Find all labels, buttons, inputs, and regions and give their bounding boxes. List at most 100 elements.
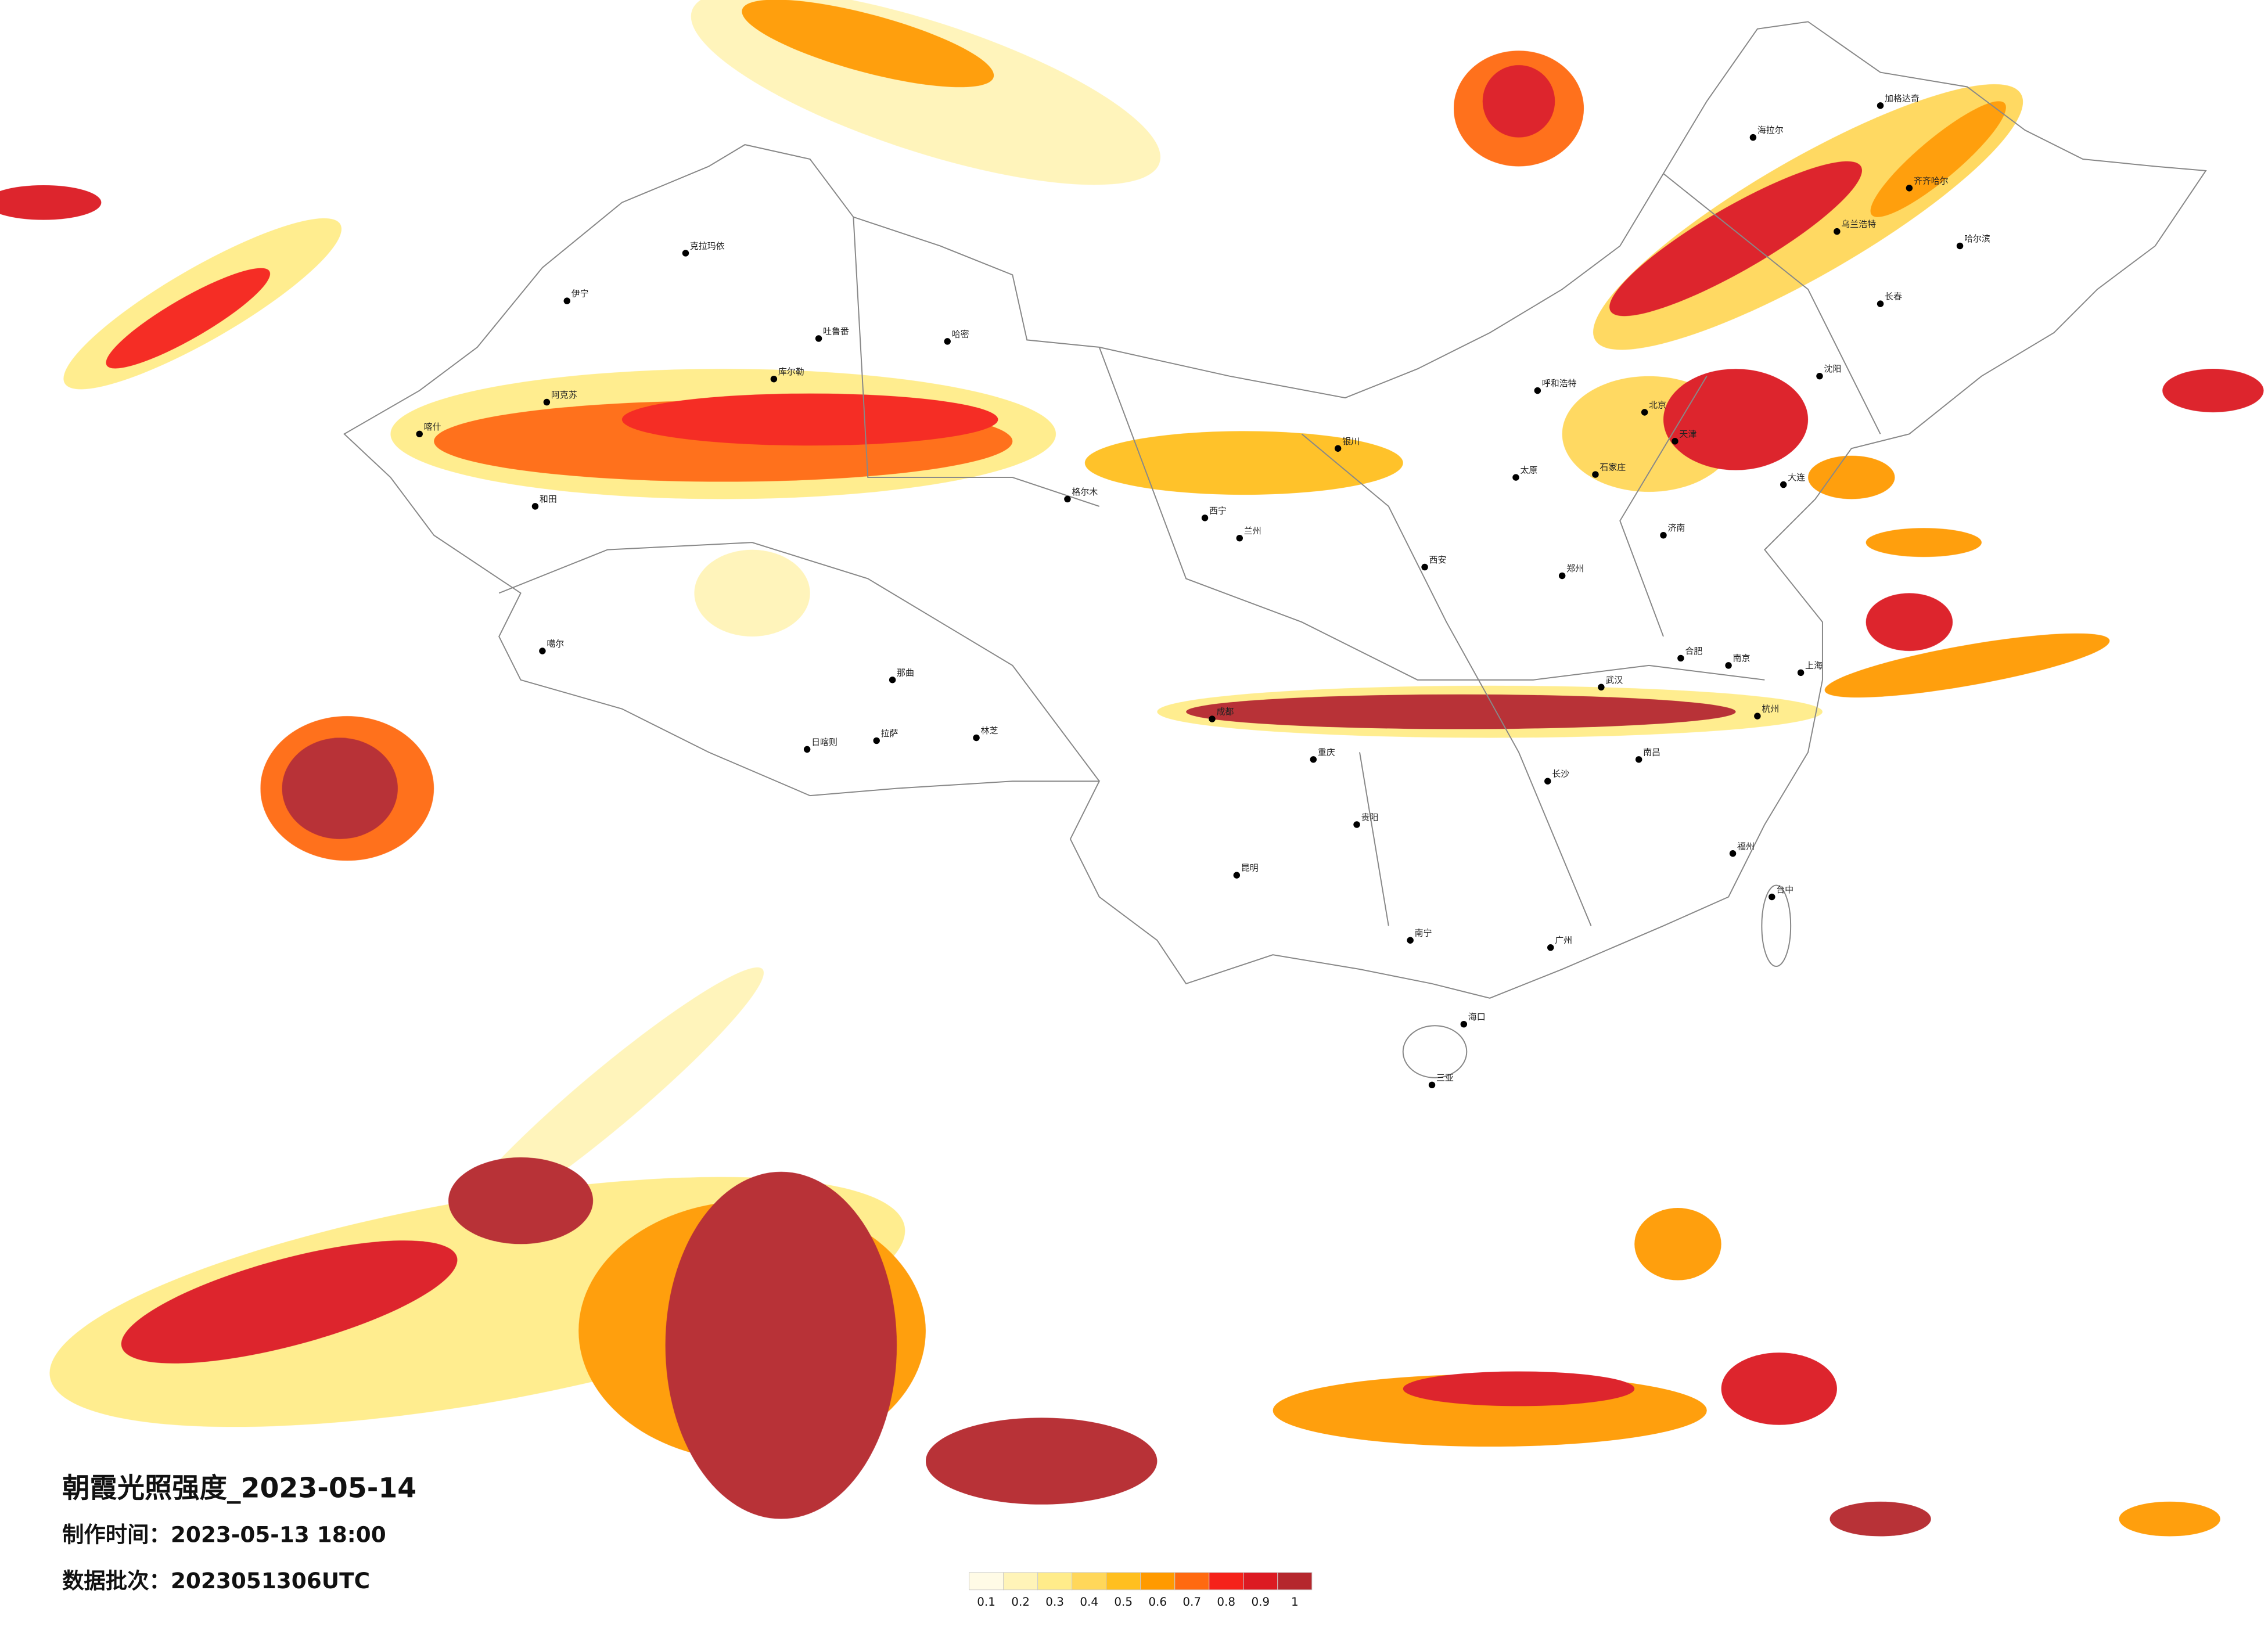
city-label: 杭州 <box>1762 704 1779 714</box>
city-dot <box>1334 445 1342 452</box>
city-dot <box>1310 756 1317 763</box>
legend-swatch <box>969 1572 1004 1591</box>
city-label: 喀什 <box>424 422 441 432</box>
city-label: 南京 <box>1733 653 1751 663</box>
city-label: 噶尔 <box>547 639 564 649</box>
borders <box>343 21 2207 1078</box>
legend-swatch <box>1037 1572 1073 1591</box>
city-label: 天津 <box>1679 429 1696 439</box>
city-label: 齐齐哈尔 <box>1914 175 1949 186</box>
legend-label: 0.4 <box>1080 1595 1098 1609</box>
city-label: 海口 <box>1468 1012 1486 1022</box>
city-dot <box>1660 531 1667 539</box>
city-label: 和田 <box>540 494 557 504</box>
city-label: 林芝 <box>981 725 998 736</box>
map-title: 朝霞光照强度_2023-05-14 <box>62 1472 416 1504</box>
city-dot <box>1428 1081 1436 1089</box>
city-dot <box>1749 134 1757 141</box>
city-dot <box>1816 372 1823 380</box>
city-label: 广州 <box>1555 935 1572 945</box>
city-label: 南昌 <box>1643 747 1660 757</box>
city-label: 福州 <box>1737 841 1755 851</box>
city-dot <box>1236 534 1243 542</box>
made-time: 制作时间：2023-05-13 18:00 <box>62 1522 386 1548</box>
city-dot <box>1233 872 1241 879</box>
taiwan <box>1761 884 1792 967</box>
legend-swatch <box>1277 1572 1313 1591</box>
legend-swatch <box>1072 1572 1107 1591</box>
city-label: 兰州 <box>1244 526 1261 536</box>
legend-label: 0.1 <box>977 1595 995 1609</box>
city-dot <box>1512 474 1519 481</box>
city-label: 郑州 <box>1566 563 1584 574</box>
city-label: 贵阳 <box>1361 812 1378 822</box>
legend-label: 1 <box>1291 1595 1299 1609</box>
city-dot <box>1725 662 1732 669</box>
city-label: 吐鲁番 <box>823 326 849 336</box>
city-label: 银川 <box>1342 436 1360 447</box>
legend-swatch <box>1003 1572 1038 1591</box>
city-dot <box>1641 409 1648 416</box>
city-label: 大连 <box>1788 472 1805 483</box>
city-dot <box>1834 228 1841 235</box>
legend-label: 0.9 <box>1251 1595 1270 1609</box>
city-dot <box>873 737 880 744</box>
china-outline <box>343 21 2207 999</box>
city-dot <box>1201 515 1209 521</box>
legend-label: 0.2 <box>1011 1595 1030 1609</box>
city-dot <box>1877 102 1884 109</box>
city-label: 成都 <box>1216 707 1234 717</box>
city-label: 太原 <box>1520 465 1537 476</box>
city-label: 日喀则 <box>811 737 838 747</box>
city-dot <box>682 250 689 257</box>
city-label: 哈密 <box>952 329 969 339</box>
city-dot <box>1729 850 1737 857</box>
city-label: 伊宁 <box>572 289 589 299</box>
city-dot <box>1797 669 1805 677</box>
city-label: 长春 <box>1885 292 1902 302</box>
city-dot <box>539 647 546 654</box>
city-dot <box>563 297 570 304</box>
city-label: 乌兰浩特 <box>1841 219 1876 229</box>
city-dot <box>1353 821 1360 828</box>
city-label: 上海 <box>1805 660 1823 671</box>
city-dot <box>1754 713 1761 720</box>
legend-label: 0.3 <box>1045 1595 1064 1609</box>
city-dot <box>1906 185 1913 192</box>
city-dot <box>1635 756 1642 763</box>
city-label: 武汉 <box>1605 675 1623 685</box>
city-dot <box>531 503 539 510</box>
city-label: 那曲 <box>897 667 914 678</box>
city-label: 台中 <box>1776 884 1793 895</box>
city-label: 阿克苏 <box>551 390 577 400</box>
city-dot <box>1877 300 1884 307</box>
legend: 0.1 0.2 0.3 0.4 0.5 0.6 0.7 0.8 0.9 1 <box>969 1572 1313 1609</box>
city-dot <box>1209 715 1216 722</box>
city-dot <box>1064 495 1071 503</box>
legend-label: 0.8 <box>1217 1595 1235 1609</box>
city-label: 昆明 <box>1241 863 1259 873</box>
city-dot <box>1769 893 1775 901</box>
city-dot <box>973 734 980 742</box>
city-label: 西安 <box>1429 555 1447 565</box>
city-label: 石家庄 <box>1600 462 1626 473</box>
city-dot <box>1421 563 1428 571</box>
city-label: 北京 <box>1649 400 1666 410</box>
city-dot <box>1534 387 1541 394</box>
city-label: 重庆 <box>1318 747 1335 757</box>
city-dot <box>1598 684 1605 691</box>
city-dot <box>1547 944 1554 951</box>
city-label: 格尔木 <box>1072 487 1098 497</box>
city-dot <box>1558 572 1566 580</box>
legend-label: 0.6 <box>1148 1595 1167 1609</box>
legend-swatch <box>1106 1572 1141 1591</box>
city-dot <box>803 746 811 753</box>
heat-field <box>0 0 2264 1537</box>
city-dot <box>944 338 951 345</box>
city-label: 哈尔滨 <box>1964 233 1990 244</box>
city-dot <box>1460 1020 1468 1028</box>
city-label: 南宁 <box>1415 928 1432 938</box>
city-label: 西宁 <box>1209 505 1227 516</box>
